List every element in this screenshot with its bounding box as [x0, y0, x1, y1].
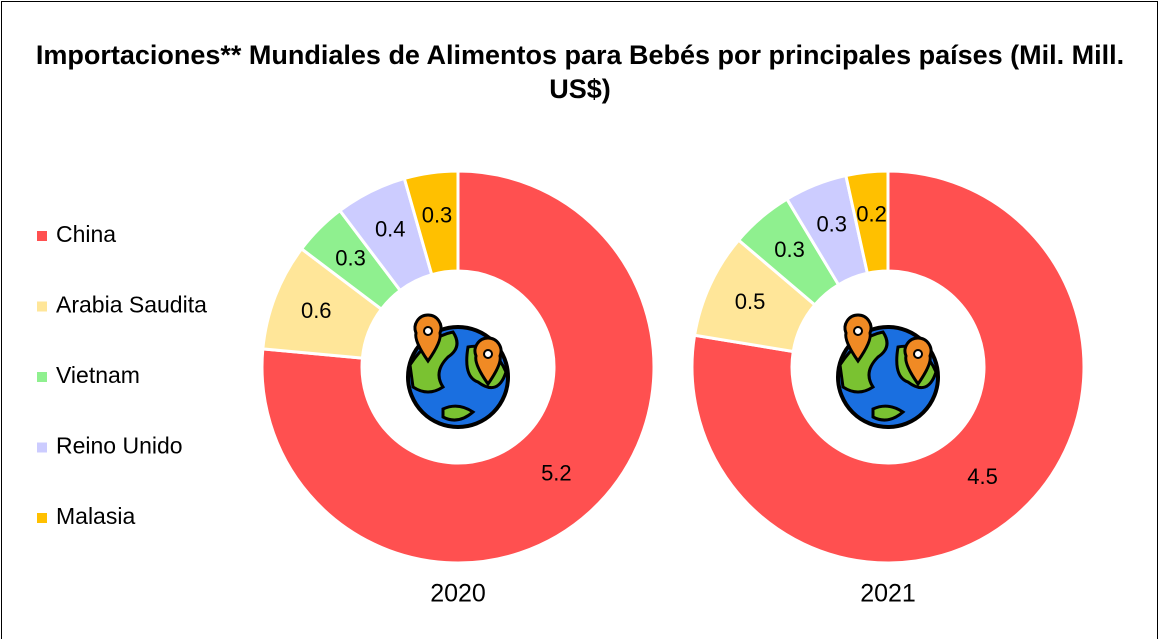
data-label: 0.3	[335, 245, 366, 270]
map-pin	[473, 336, 503, 387]
donut-segment	[844, 169, 890, 276]
data-label: 0.2	[856, 202, 887, 227]
map-pin-dot	[853, 326, 863, 336]
data-label: 0.6	[301, 298, 332, 323]
globe-icon	[836, 313, 940, 429]
globe-icon	[406, 313, 510, 429]
data-label: 0.5	[735, 289, 766, 314]
legend-swatch	[37, 231, 47, 241]
donut-segment	[260, 169, 656, 565]
year-label: 2021	[860, 580, 916, 608]
legend-label: Malasia	[56, 503, 135, 529]
legend-swatch	[37, 372, 47, 382]
legend-swatch	[37, 442, 47, 453]
donut-segment	[690, 169, 1086, 565]
map-pin	[843, 313, 873, 364]
legend-label: Vietnam	[56, 362, 140, 388]
legend-label: China	[56, 221, 116, 247]
legend-label: Reino Unido	[56, 433, 183, 459]
map-pin-dot	[913, 349, 923, 359]
data-label: 4.5	[967, 464, 998, 489]
data-label: 5.2	[541, 461, 572, 486]
data-label: 0.3	[816, 212, 847, 237]
map-pin	[903, 336, 933, 387]
globe-land	[441, 404, 476, 422]
map-pin-dot	[483, 349, 493, 359]
map-pin-dot	[423, 326, 433, 336]
chart-title: Importaciones** Mundiales de Alimentos p…	[35, 40, 1125, 104]
data-label: 0.3	[774, 237, 805, 262]
year-label: 2020	[430, 580, 486, 608]
globe-land	[871, 404, 906, 422]
donut-segment	[402, 169, 460, 277]
map-pin	[413, 313, 443, 364]
data-label: 0.4	[375, 217, 406, 242]
legend-label: Arabia Saudita	[56, 292, 207, 318]
legend-swatch	[37, 513, 47, 523]
legend-swatch	[37, 301, 47, 312]
data-label: 0.3	[422, 202, 453, 227]
